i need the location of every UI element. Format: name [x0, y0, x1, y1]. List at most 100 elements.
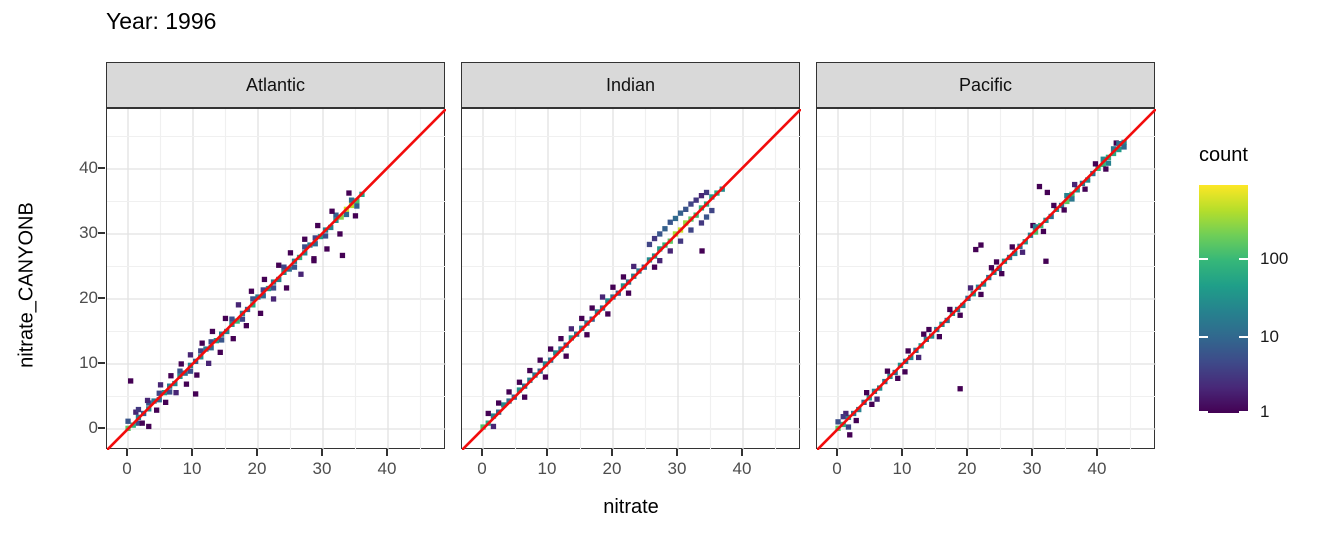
- y-tick-mark: [98, 167, 105, 169]
- bin-rect: [157, 382, 164, 388]
- x-tick-mark: [1031, 449, 1033, 456]
- bin-rect: [485, 410, 491, 417]
- bin-rect: [144, 397, 151, 404]
- bin-rect: [173, 390, 179, 396]
- bin-rect: [209, 328, 216, 335]
- bin-rect: [542, 361, 549, 367]
- bin-rect: [835, 419, 841, 425]
- bin-rect: [260, 293, 266, 299]
- bin-rect: [960, 302, 966, 309]
- bin-rect: [693, 197, 699, 203]
- legend: count 100 10 1: [1186, 138, 1344, 458]
- bin-rect: [1048, 213, 1054, 220]
- bin-rect: [338, 214, 344, 220]
- bin-rect: [1051, 202, 1057, 209]
- bin-rect: [620, 274, 627, 280]
- bin-rect: [1009, 244, 1015, 250]
- bin-rect: [926, 326, 932, 333]
- x-tick-label: 20: [957, 459, 977, 478]
- bin-rect: [978, 291, 984, 298]
- bin-rect: [957, 386, 963, 392]
- bin-rect: [222, 315, 229, 322]
- facet-pacific: Pacific 0 10 20 30 40: [816, 0, 1156, 537]
- legend-tick-mark: [1199, 411, 1208, 414]
- bin-rect: [845, 424, 852, 430]
- y-tick-label: 30: [79, 223, 98, 242]
- bin-rect: [568, 335, 574, 341]
- bin-rect: [1105, 160, 1112, 166]
- x-tick-label: 10: [537, 459, 557, 478]
- bin-rect: [542, 374, 549, 380]
- x-tick-label: 30: [312, 459, 332, 478]
- bin-rect: [563, 353, 569, 359]
- x-tick-label: 0: [832, 459, 842, 478]
- bin-rect: [947, 306, 953, 313]
- facet-strip: Atlantic: [106, 62, 445, 108]
- bin-rect: [1085, 177, 1091, 183]
- bin-rect: [168, 373, 174, 379]
- bin-rect: [187, 352, 194, 358]
- bin-rect: [1072, 181, 1078, 188]
- bin-rect: [999, 271, 1005, 277]
- bin-rect: [1064, 193, 1070, 199]
- y-tick-mark: [98, 232, 105, 234]
- bin-rect: [677, 238, 684, 244]
- bin-rect: [260, 287, 266, 293]
- bin-rect: [522, 394, 528, 400]
- bin-rect: [312, 235, 318, 241]
- plot-panel: [461, 108, 801, 450]
- bin-rect: [311, 256, 317, 262]
- bin-rect: [683, 206, 689, 212]
- bin-rect: [646, 241, 653, 248]
- y-axis-title: nitrate_CANYONB: [15, 202, 38, 368]
- bin-rect: [527, 367, 533, 374]
- bin-rect: [1040, 228, 1047, 235]
- bin-rect: [496, 400, 502, 406]
- facet-strip: Pacific: [816, 62, 1155, 108]
- bin-rect: [315, 222, 321, 229]
- plot-panel: [106, 108, 446, 450]
- bin-rect: [651, 235, 658, 242]
- bin-rect: [298, 271, 304, 277]
- bin-rect: [1103, 166, 1109, 172]
- bin-rect: [667, 248, 673, 254]
- facet-atlantic: Atlantic 0 10 20 30 40: [106, 0, 446, 537]
- bin-rect: [239, 316, 246, 322]
- facet-strip-label: Pacific: [958, 74, 1012, 95]
- x-tick-mark: [836, 449, 838, 456]
- bin-rect: [558, 336, 564, 342]
- bin-rect: [605, 298, 611, 304]
- bin-rect: [217, 349, 223, 355]
- panel-canvas: [462, 109, 801, 450]
- bin-rect: [967, 285, 974, 291]
- x-tick-label: 0: [122, 459, 132, 478]
- bin-rect: [988, 265, 995, 271]
- bin-rect: [553, 350, 559, 356]
- bin-rect: [501, 402, 507, 408]
- x-tick-label: 40: [732, 459, 752, 478]
- bin-rect: [490, 423, 497, 430]
- bin-rect: [337, 231, 343, 237]
- bin-rect: [874, 396, 880, 402]
- legend-tick-mark: [1239, 411, 1248, 414]
- bin-rect: [135, 406, 142, 413]
- bin-rect: [610, 284, 616, 290]
- bin-rect: [957, 312, 963, 318]
- x-tick-mark: [676, 449, 678, 456]
- bin-rect: [657, 246, 663, 252]
- x-tick-mark: [1096, 449, 1098, 456]
- bin-rect: [348, 197, 355, 203]
- bin-rect: [895, 375, 901, 381]
- bin-rect: [869, 401, 875, 407]
- bin-rect: [599, 294, 606, 300]
- bin-rect: [568, 326, 574, 332]
- bin-rect: [270, 285, 277, 291]
- panel-canvas: [107, 109, 446, 450]
- bin-rect: [283, 285, 290, 291]
- bin-rect: [333, 212, 339, 218]
- legend-tick-mark: [1199, 258, 1208, 260]
- bin-rect: [243, 323, 249, 329]
- y-tick-mark: [98, 362, 105, 364]
- y-tick-label: 0: [88, 418, 98, 437]
